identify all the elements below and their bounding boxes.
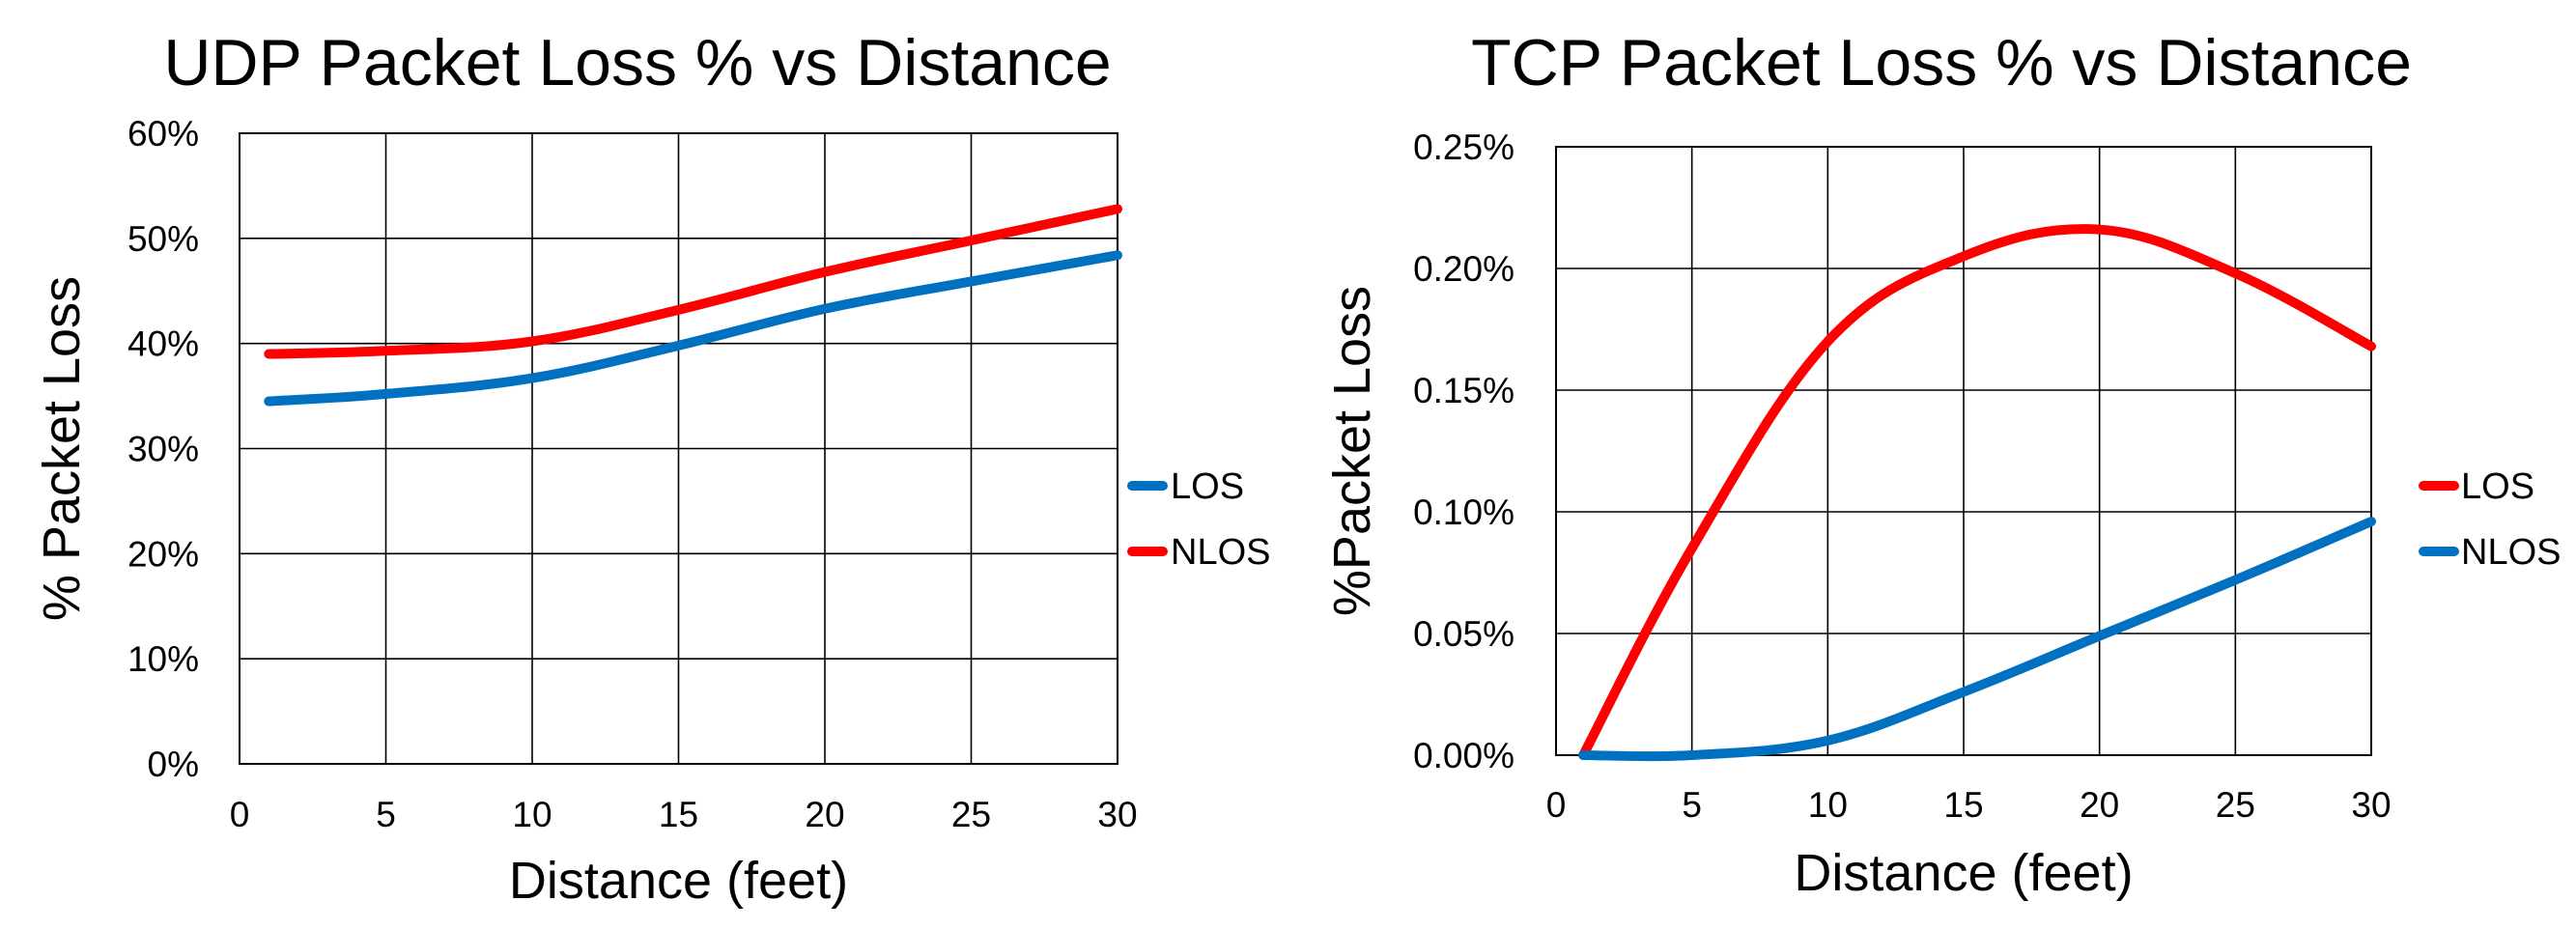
- udp-y-tick-label: 30%: [127, 430, 199, 469]
- tcp-y-tick-label: 0.25%: [1413, 127, 1514, 167]
- udp-y-tick-label: 20%: [127, 534, 199, 574]
- udp-x-tick-label: 30: [1097, 795, 1137, 834]
- tcp-x-tick-label: 5: [1682, 785, 1702, 825]
- tcp-x-tick-label: 15: [1943, 785, 1983, 825]
- tcp-x-axis-title: Distance (feet): [1794, 844, 2133, 902]
- tcp-y-tick-label: 0.15%: [1413, 371, 1514, 410]
- udp-chart: UDP Packet Loss % vs Distance 0 5 10 15 20 25 3…: [33, 26, 1270, 910]
- tcp-y-tick-label: 0.00%: [1413, 736, 1514, 775]
- udp-chart-title: UDP Packet Loss % vs Distance: [163, 26, 1111, 99]
- tcp-y-tick-label: 0.05%: [1413, 614, 1514, 654]
- udp-y-tick-label: 0%: [148, 745, 199, 784]
- udp-series-line-nlos: [264, 204, 1122, 359]
- udp-y-axis-title: % Packet Loss: [33, 276, 91, 621]
- tcp-chart-title: TCP Packet Loss % vs Distance: [1471, 26, 2412, 99]
- tcp-y-tick-label: 0.20%: [1413, 249, 1514, 289]
- udp-x-tick-label: 10: [512, 795, 552, 834]
- udp-x-tick-label: 25: [951, 795, 991, 834]
- tcp-series-line-los: [1578, 224, 2376, 760]
- tcp-y-tick-label: 0.10%: [1413, 493, 1514, 532]
- tcp-chart: TCP Packet Loss % vs Distance 0 5 10 15 20 25 3…: [1323, 26, 2561, 902]
- tcp-x-tick-label: 30: [2351, 785, 2391, 825]
- tcp-legend-label-nlos: NLOS: [2461, 532, 2561, 573]
- tcp-plot-area: [1555, 146, 2372, 756]
- tcp-legend-label-los: LOS: [2461, 466, 2534, 507]
- udp-plot-area: [239, 132, 1118, 765]
- udp-y-tick-label: 40%: [127, 324, 199, 364]
- udp-x-tick-label: 5: [376, 795, 396, 834]
- udp-x-axis-title: Distance (feet): [509, 852, 848, 910]
- tcp-series-line-nlos: [1578, 517, 2376, 762]
- tcp-x-tick-label: 10: [1808, 785, 1848, 825]
- udp-x-tick-label: 15: [659, 795, 698, 834]
- udp-series-line-los: [264, 250, 1122, 407]
- udp-legend-label-los: LOS: [1171, 466, 1244, 507]
- udp-x-tick-label: 20: [805, 795, 844, 834]
- udp-y-tick-label: 60%: [127, 114, 199, 154]
- udp-x-tick-label: 0: [230, 795, 250, 834]
- udp-legend-label-nlos: NLOS: [1171, 532, 1270, 573]
- tcp-x-tick-label: 0: [1546, 785, 1567, 825]
- tcp-y-axis-title: %Packet Loss: [1323, 286, 1381, 616]
- udp-y-tick-label: 50%: [127, 219, 199, 259]
- udp-y-tick-label: 10%: [127, 639, 199, 679]
- tcp-x-tick-label: 25: [2216, 785, 2255, 825]
- tcp-x-tick-label: 20: [2080, 785, 2119, 825]
